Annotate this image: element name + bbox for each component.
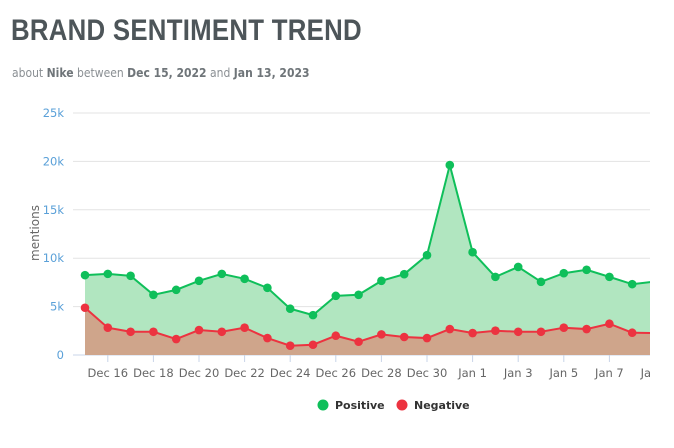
point-positive[interactable] xyxy=(126,271,135,281)
subtitle-between: between xyxy=(77,66,124,80)
subtitle-start-date: Dec 15, 2022 xyxy=(127,66,207,80)
point-positive[interactable] xyxy=(445,160,455,170)
chart-subtitle: about Nike between Dec 15, 2022 and Jan … xyxy=(12,66,309,80)
point-negative[interactable] xyxy=(149,327,158,337)
point-negative[interactable] xyxy=(217,327,227,337)
point-negative[interactable] xyxy=(491,326,500,336)
subtitle-brand: Nike xyxy=(46,66,74,80)
point-negative[interactable] xyxy=(80,303,90,313)
point-positive[interactable] xyxy=(422,250,432,260)
legend-dot xyxy=(317,399,329,411)
y-tick-label: 0 xyxy=(57,348,64,362)
point-positive[interactable] xyxy=(240,274,249,284)
legend-label: Negative xyxy=(414,399,470,412)
legend-item-positive[interactable]: Positive xyxy=(317,399,385,412)
point-negative[interactable] xyxy=(126,327,135,337)
y-tick-label: 10k xyxy=(43,251,65,265)
point-negative[interactable] xyxy=(263,333,272,343)
point-negative[interactable] xyxy=(194,325,204,335)
x-tick-label: Jan 1 xyxy=(457,366,487,380)
x-tick-label: Dec 18 xyxy=(133,366,174,380)
x-tick-label: Jan 3 xyxy=(503,366,533,380)
point-positive[interactable] xyxy=(354,290,363,300)
point-negative[interactable] xyxy=(627,328,637,338)
legend-dot xyxy=(396,399,408,411)
point-positive[interactable] xyxy=(194,276,204,286)
point-negative[interactable] xyxy=(605,319,614,329)
point-negative[interactable] xyxy=(285,341,295,351)
y-tick-label: 15k xyxy=(43,203,65,217)
point-negative[interactable] xyxy=(103,323,113,333)
chart-title: BRAND SENTIMENT TREND xyxy=(11,14,362,47)
point-negative[interactable] xyxy=(513,327,523,337)
area-negative xyxy=(85,307,650,355)
y-tick-label: 5k xyxy=(50,300,64,314)
point-positive[interactable] xyxy=(513,262,523,272)
point-negative[interactable] xyxy=(308,340,318,350)
x-tick-label: Dec 26 xyxy=(316,366,357,380)
point-positive[interactable] xyxy=(468,247,477,257)
point-positive[interactable] xyxy=(627,279,637,289)
area-positive xyxy=(85,165,650,355)
point-negative[interactable] xyxy=(582,324,591,334)
point-negative[interactable] xyxy=(468,328,477,338)
point-positive[interactable] xyxy=(331,291,341,301)
point-negative[interactable] xyxy=(377,330,386,339)
point-positive[interactable] xyxy=(536,277,546,287)
x-tick-label: Dec 22 xyxy=(224,366,265,380)
point-positive[interactable] xyxy=(559,268,569,278)
point-positive[interactable] xyxy=(377,276,386,286)
x-tick-label: Dec 28 xyxy=(361,366,402,380)
point-positive[interactable] xyxy=(399,269,409,279)
point-negative[interactable] xyxy=(445,324,455,334)
point-positive[interactable] xyxy=(80,270,90,280)
point-negative[interactable] xyxy=(536,327,546,337)
point-positive[interactable] xyxy=(263,283,272,293)
point-positive[interactable] xyxy=(491,272,500,282)
point-negative[interactable] xyxy=(354,337,363,347)
x-tick-label: Jan 9 xyxy=(640,366,670,380)
point-positive[interactable] xyxy=(605,272,614,282)
x-tick-label: Dec 16 xyxy=(88,366,129,380)
point-negative[interactable] xyxy=(559,323,569,333)
x-tick-label: Jan 5 xyxy=(548,366,578,380)
x-tick-label: Jan 7 xyxy=(594,366,624,380)
subtitle-about: about xyxy=(12,66,44,80)
point-negative[interactable] xyxy=(331,331,341,341)
point-negative[interactable] xyxy=(399,332,409,342)
point-negative[interactable] xyxy=(240,323,249,333)
y-tick-label: 20k xyxy=(43,154,65,168)
point-positive[interactable] xyxy=(171,285,181,295)
point-negative[interactable] xyxy=(171,334,181,344)
y-tick-label: 25k xyxy=(43,106,65,120)
legend-item-negative[interactable]: Negative xyxy=(396,399,470,412)
point-positive[interactable] xyxy=(582,265,591,275)
point-positive[interactable] xyxy=(285,304,295,314)
legend-label: Positive xyxy=(335,399,385,412)
point-positive[interactable] xyxy=(149,290,158,300)
point-positive[interactable] xyxy=(103,269,113,279)
x-tick-label: Dec 30 xyxy=(407,366,448,380)
subtitle-end-date: Jan 13, 2023 xyxy=(233,66,310,80)
point-positive[interactable] xyxy=(308,310,318,320)
x-tick-label: Dec 24 xyxy=(270,366,311,380)
point-negative[interactable] xyxy=(422,333,432,343)
point-positive[interactable] xyxy=(217,269,227,279)
subtitle-and: and xyxy=(210,66,231,80)
y-axis-label: mentions xyxy=(28,205,42,261)
x-tick-label: Dec 20 xyxy=(179,366,220,380)
